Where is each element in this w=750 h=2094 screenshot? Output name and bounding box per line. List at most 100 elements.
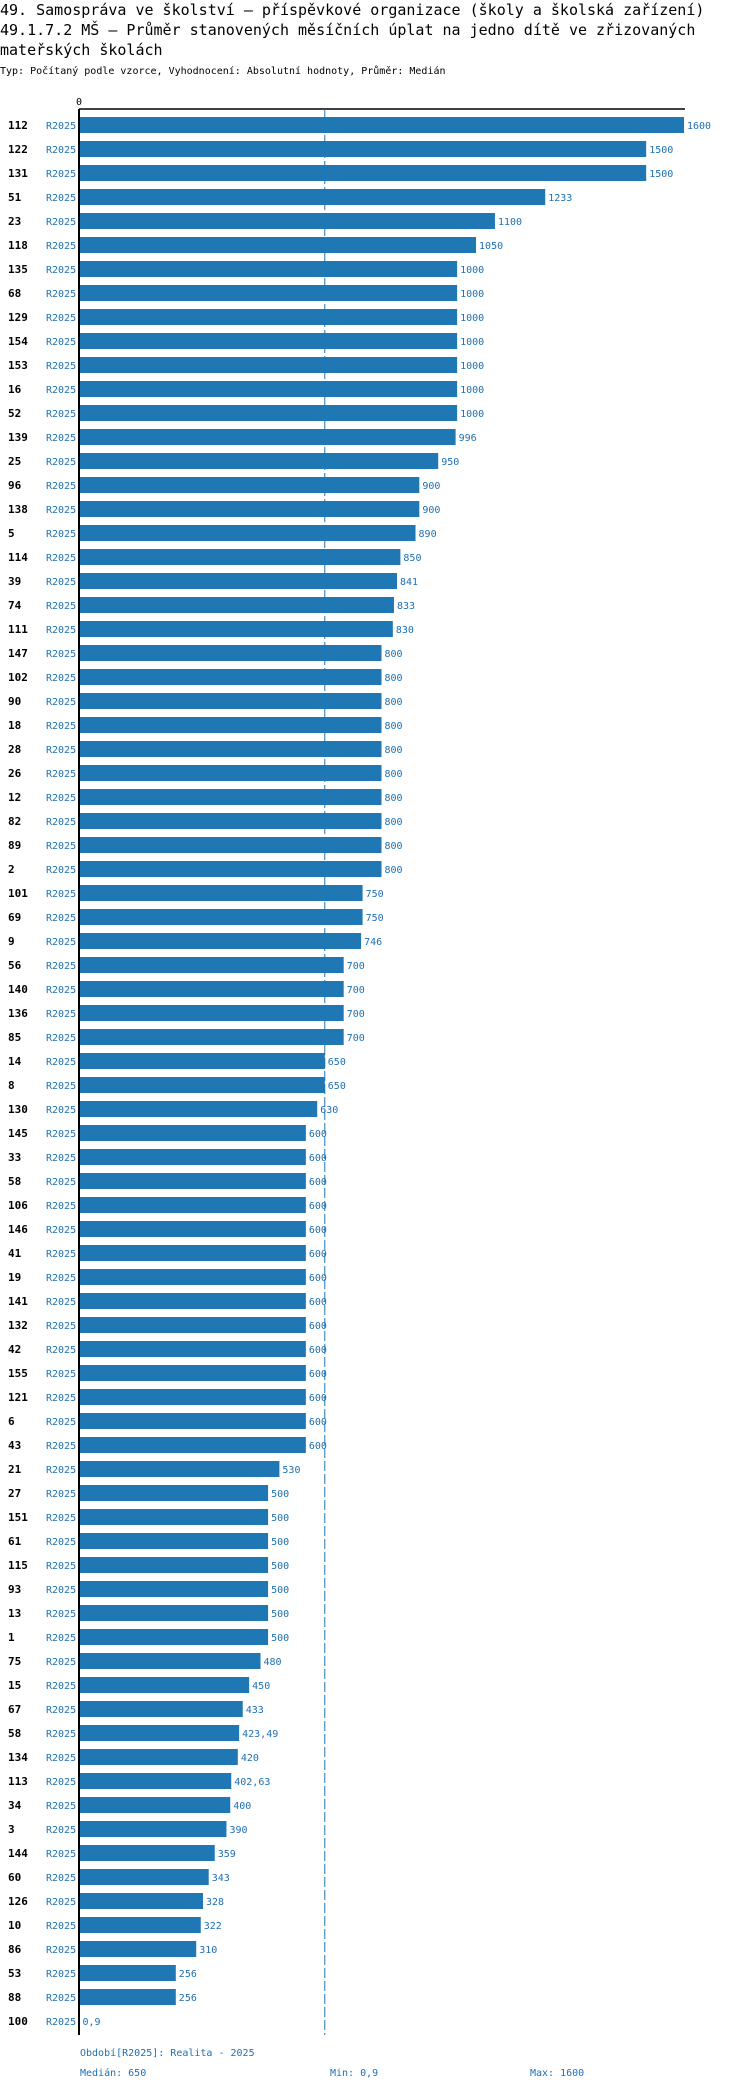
series-label: R2025 xyxy=(46,1321,76,1332)
value-label: 650 xyxy=(328,1081,346,1092)
category-label: 106 xyxy=(8,1199,28,1212)
series-label: R2025 xyxy=(46,265,76,276)
series-label: R2025 xyxy=(46,1897,76,1908)
bar xyxy=(79,1629,269,1645)
value-label: 343 xyxy=(212,1873,230,1884)
series-label: R2025 xyxy=(46,1417,76,1428)
value-label: 800 xyxy=(385,793,403,804)
value-label: 600 xyxy=(309,1129,327,1140)
series-label: R2025 xyxy=(46,241,76,252)
value-label: 700 xyxy=(347,1009,365,1020)
bar xyxy=(79,1845,215,1861)
bar xyxy=(79,1557,269,1573)
bar xyxy=(79,1317,306,1333)
value-label: 1000 xyxy=(460,313,484,324)
category-label: 132 xyxy=(8,1319,28,1332)
category-label: 25 xyxy=(8,455,21,468)
category-label: 102 xyxy=(8,671,28,684)
series-label: R2025 xyxy=(46,697,76,708)
value-label: 1000 xyxy=(460,289,484,300)
bar xyxy=(79,1269,306,1285)
bar xyxy=(79,453,439,469)
series-label: R2025 xyxy=(46,1201,76,1212)
value-label: 1000 xyxy=(460,361,484,372)
category-label: 88 xyxy=(8,1991,21,2004)
category-label: 145 xyxy=(8,1127,28,1140)
bar xyxy=(79,549,401,565)
value-label: 600 xyxy=(309,1153,327,1164)
value-label: 800 xyxy=(385,673,403,684)
bar xyxy=(79,1797,231,1813)
category-label: 86 xyxy=(8,1943,22,1956)
category-label: 2 xyxy=(8,863,15,876)
bar xyxy=(79,1101,318,1117)
value-label: 1000 xyxy=(460,265,484,276)
category-label: 100 xyxy=(8,2015,28,2028)
value-label: 700 xyxy=(347,985,365,996)
value-label: 1100 xyxy=(498,217,522,228)
value-label: 1600 xyxy=(687,121,711,132)
value-label: 500 xyxy=(271,1633,289,1644)
value-label: 830 xyxy=(396,625,414,636)
series-label: R2025 xyxy=(46,145,76,156)
bar xyxy=(79,813,382,829)
series-label: R2025 xyxy=(46,169,76,180)
value-label: 630 xyxy=(320,1105,338,1116)
bar xyxy=(79,405,458,421)
value-label: 600 xyxy=(309,1249,327,1260)
bar xyxy=(79,885,363,901)
value-label: 328 xyxy=(206,1897,224,1908)
value-label: 1500 xyxy=(649,145,673,156)
bar xyxy=(79,789,382,805)
category-label: 115 xyxy=(8,1559,28,1572)
series-label: R2025 xyxy=(46,1081,76,1092)
bar xyxy=(79,861,382,877)
bar xyxy=(79,165,647,181)
series-label: R2025 xyxy=(46,1465,76,1476)
series-label: R2025 xyxy=(46,1393,76,1404)
value-label: 500 xyxy=(271,1609,289,1620)
bar xyxy=(79,1293,306,1309)
value-label: 1500 xyxy=(649,169,673,180)
series-label: R2025 xyxy=(46,1225,76,1236)
bar xyxy=(79,933,362,949)
value-label: 900 xyxy=(422,505,440,516)
category-label: 111 xyxy=(8,623,28,636)
category-label: 27 xyxy=(8,1487,21,1500)
bar xyxy=(79,189,546,205)
value-label: 256 xyxy=(179,1969,197,1980)
series-label: R2025 xyxy=(46,1153,76,1164)
value-label: 480 xyxy=(264,1657,282,1668)
series-label: R2025 xyxy=(46,1585,76,1596)
bar xyxy=(79,837,382,853)
value-label: 996 xyxy=(459,433,477,444)
series-label: R2025 xyxy=(46,1177,76,1188)
bar xyxy=(79,1341,306,1357)
value-label: 450 xyxy=(252,1681,270,1692)
series-label: R2025 xyxy=(46,1033,76,1044)
bar xyxy=(79,645,382,661)
category-label: 96 xyxy=(8,479,22,492)
category-label: 144 xyxy=(8,1847,28,1860)
category-label: 153 xyxy=(8,359,28,372)
footer-period: Období[R2025]: Realita - 2025 xyxy=(80,2048,255,2059)
bar xyxy=(79,1965,176,1981)
category-label: 3 xyxy=(8,1823,15,1836)
value-label: 402,63 xyxy=(234,1777,270,1788)
value-label: 600 xyxy=(309,1441,327,1452)
value-label: 900 xyxy=(422,481,440,492)
category-label: 19 xyxy=(8,1271,21,1284)
value-label: 841 xyxy=(400,577,418,588)
category-label: 93 xyxy=(8,1583,21,1596)
series-label: R2025 xyxy=(46,409,76,420)
bar xyxy=(79,1053,325,1069)
bar xyxy=(79,1989,176,2005)
category-label: 33 xyxy=(8,1151,21,1164)
value-label: 390 xyxy=(229,1825,247,1836)
value-label: 833 xyxy=(397,601,415,612)
category-label: 26 xyxy=(8,767,22,780)
value-label: 500 xyxy=(271,1561,289,1572)
value-label: 800 xyxy=(385,745,403,756)
value-label: 800 xyxy=(385,649,403,660)
series-label: R2025 xyxy=(46,1345,76,1356)
